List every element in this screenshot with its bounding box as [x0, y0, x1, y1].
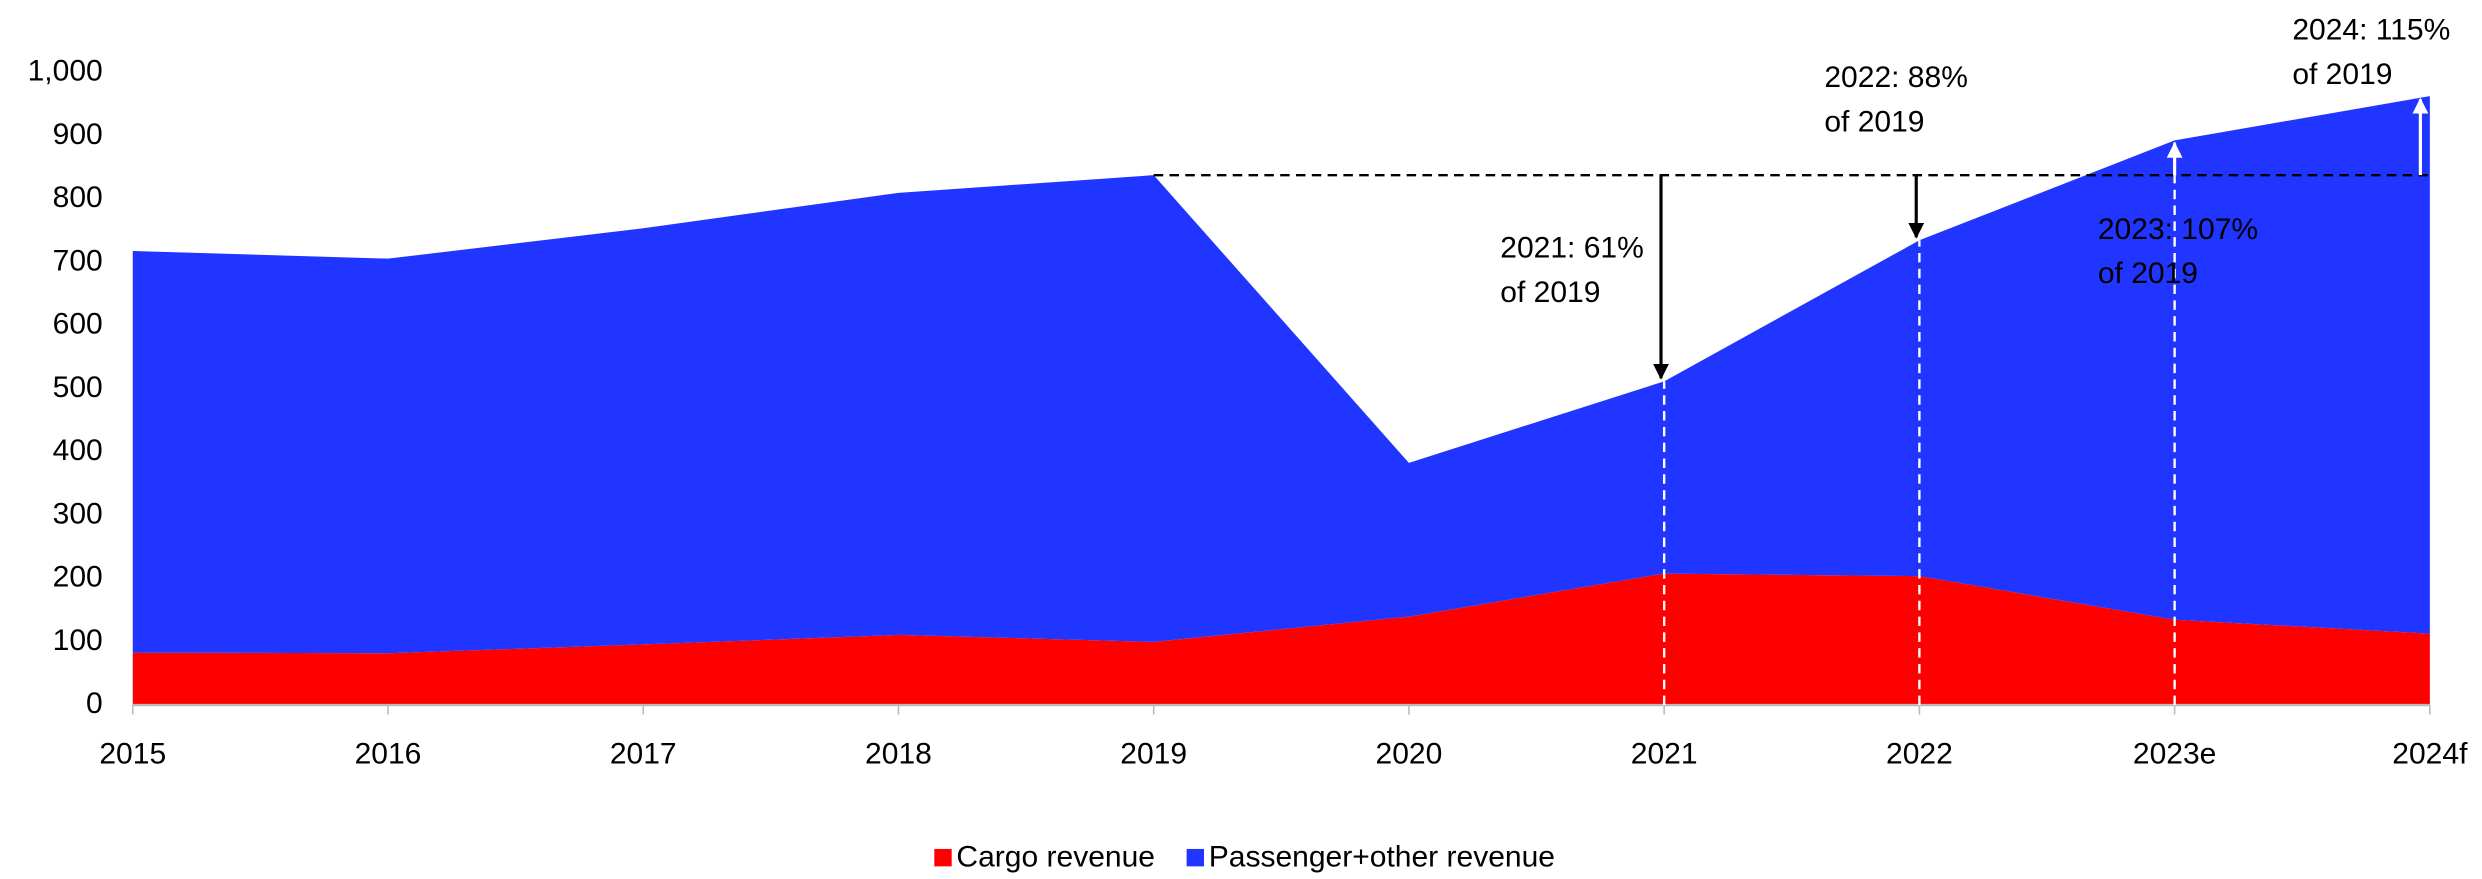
annotation: of 2019 [1824, 105, 1924, 138]
annotation: 2021: 61% [1500, 232, 1644, 265]
x-tick-label: 2023e [2133, 738, 2216, 771]
x-tick-label: 2015 [99, 738, 166, 771]
y-tick-label: 700 [53, 244, 103, 277]
annotation: 2024: 115% [2292, 14, 2450, 47]
area [132, 573, 2430, 706]
annotation: of 2019 [1500, 276, 1600, 309]
area [132, 96, 2430, 654]
y-tick-label: 100 [53, 624, 103, 657]
x-tick-label: 2020 [1376, 738, 1443, 771]
legend-label: Passenger+other revenue [1209, 840, 1555, 873]
x-tick-label: 2021 [1631, 738, 1698, 771]
annotation: 2022: 88% [1824, 61, 1968, 94]
x-tick-label: 2022 [1886, 738, 1953, 771]
annotation: of 2019 [2098, 257, 2198, 290]
y-tick-label: 500 [53, 371, 103, 404]
x-tick-label: 2016 [355, 738, 422, 771]
y-tick-label: 400 [53, 434, 103, 467]
y-tick-label: 600 [53, 308, 103, 341]
y-tick-label: 200 [53, 561, 103, 594]
annotation: of 2019 [2292, 58, 2392, 91]
annotation: 2023: 107% [2098, 213, 2258, 246]
legend-swatch [934, 848, 952, 867]
x-tick-label: 2019 [1120, 738, 1187, 771]
y-tick-label: 1,000 [28, 55, 103, 88]
legend-label: Cargo revenue [956, 840, 1155, 873]
x-tick-label: 2018 [865, 738, 932, 771]
y-tick-label: 300 [53, 497, 103, 530]
x-tick-label: 2024f [2392, 738, 2468, 771]
y-tick-label: 0 [86, 687, 103, 720]
legend-swatch [1186, 848, 1205, 867]
x-tick-label: 2017 [610, 738, 677, 771]
y-tick-label: 800 [53, 181, 103, 214]
y-tick-label: 900 [53, 118, 103, 151]
